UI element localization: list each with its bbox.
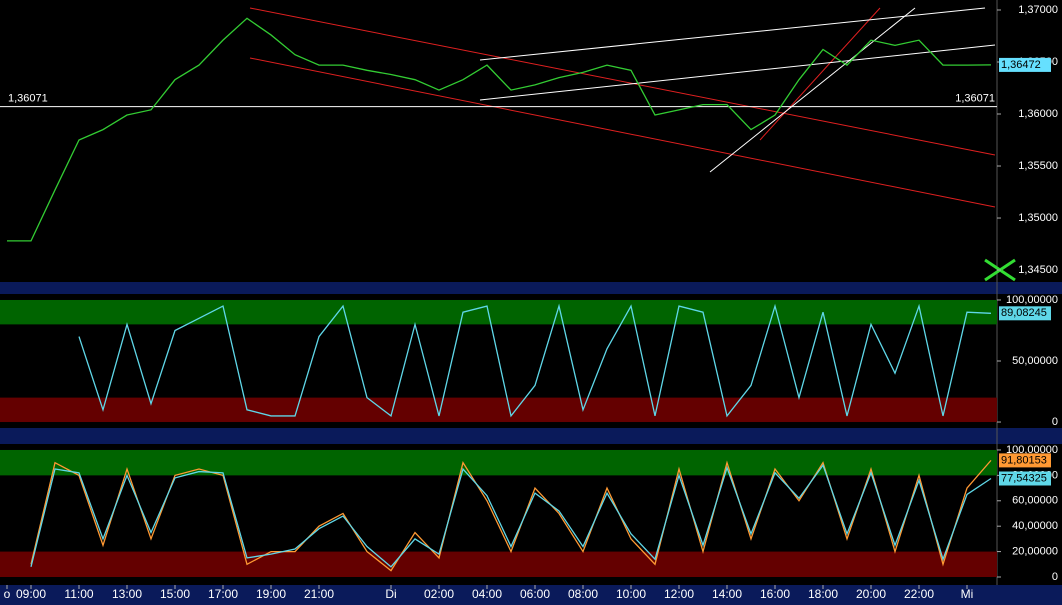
- y-tick-label: 100,00000: [1006, 294, 1058, 306]
- trend-line: [249, 57, 996, 208]
- last-value-box: [999, 306, 1051, 321]
- x-tick-label: 19:00: [256, 587, 286, 601]
- x-tick-label: 20:00: [856, 587, 886, 601]
- x-tick-label: 10:00: [616, 587, 646, 601]
- zone: [0, 397, 997, 423]
- y-tick-label: 0: [1052, 571, 1058, 583]
- hline-label: 1,36071: [8, 93, 48, 105]
- y-tick-label: 1,35000: [1018, 212, 1058, 224]
- y-tick-label: 1,34500: [1018, 264, 1058, 276]
- y-tick-label: 1,37000: [1018, 4, 1058, 16]
- y-tick-label: 20,00000: [1012, 545, 1058, 557]
- x-tick-label: 06:00: [520, 587, 550, 601]
- price-line: [7, 17, 992, 242]
- x-tick-label: 08:00: [568, 587, 598, 601]
- trend-line: [249, 7, 996, 156]
- y-tick-label: 60,00000: [1012, 495, 1058, 507]
- y-tick-label: 50,00000: [1012, 355, 1058, 367]
- y-tick-label: 1,36000: [1018, 108, 1058, 120]
- x-tick-label: 14:00: [712, 587, 742, 601]
- y-tick-label: 0: [1052, 416, 1058, 428]
- x-tick-label: 18:00: [808, 587, 838, 601]
- last-value-box: [999, 453, 1051, 468]
- separator: [0, 428, 1062, 444]
- x-tick-label: 12:00: [664, 587, 694, 601]
- separator: [0, 282, 1062, 294]
- x-tick-label: 17:00: [208, 587, 238, 601]
- x-tick-label: o: [4, 587, 11, 601]
- price-line: [78, 303, 992, 418]
- x-tick-label: 16:00: [760, 587, 790, 601]
- x-axis-bar: [0, 585, 1062, 605]
- y-tick-label: 1,35500: [1018, 160, 1058, 172]
- trend-line: [709, 7, 916, 173]
- trend-lines: [249, 7, 996, 208]
- x-tick-label: Mi: [961, 587, 974, 601]
- x-tick-label: 21:00: [304, 587, 334, 601]
- trend-line: [759, 7, 881, 141]
- x-tick-label: 09:00: [16, 587, 46, 601]
- hline-label: 1,36071: [955, 93, 995, 105]
- zone: [0, 299, 997, 325]
- y-tick-label: 40,00000: [1012, 520, 1058, 532]
- x-tick-label: 04:00: [472, 587, 502, 601]
- x-tick-label: 11:00: [64, 587, 93, 601]
- last-value-box: [999, 57, 1051, 72]
- zone: [0, 551, 997, 577]
- y-tick-label: 100,00000: [1006, 444, 1058, 456]
- last-value-label: 89,08245: [1001, 307, 1047, 319]
- x-tick-label: 22:00: [904, 587, 934, 601]
- x-tick-label: Di: [385, 587, 396, 601]
- x-tick-label: 02:00: [424, 587, 454, 601]
- x-tick-label: 15:00: [160, 587, 190, 601]
- last-value-label: 91,80153: [1001, 454, 1047, 466]
- trend-line: [479, 7, 986, 61]
- trend-line: [479, 44, 996, 101]
- price-line: [30, 463, 992, 568]
- zone: [0, 449, 997, 476]
- last-value-label: 77,54325: [1001, 472, 1047, 484]
- last-value-box: [999, 471, 1051, 486]
- x-tick-label: 13:00: [112, 587, 142, 601]
- last-value-label: 1,36472: [1001, 59, 1041, 71]
